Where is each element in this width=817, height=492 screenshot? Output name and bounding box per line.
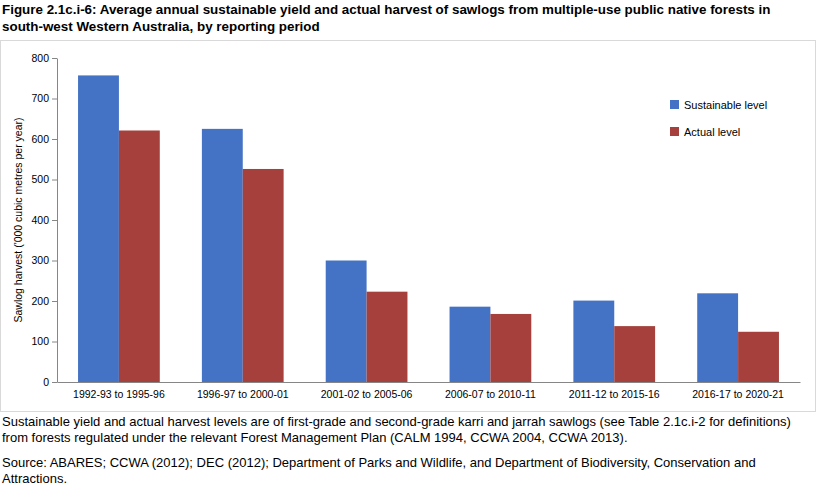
bar — [490, 314, 531, 382]
chart-notes: Sustainable yield and actual harvest lev… — [2, 414, 814, 446]
x-tick: 1992-93 to 1995-96 — [73, 382, 165, 400]
tick-label: 800 — [31, 52, 49, 64]
y-axis-title: Sawlog harvest ('000 cubic metres per ye… — [12, 117, 24, 322]
bars — [78, 75, 779, 382]
tick-label: 100 — [31, 335, 49, 347]
axis-line — [58, 382, 801, 383]
bar — [697, 293, 738, 382]
y-tick: 600 — [31, 133, 57, 145]
y-tick: 400 — [31, 214, 57, 226]
legend: Sustainable level Actual level — [670, 99, 767, 138]
chart-source: Source: ABARES; CCWA (2012); DEC (2012);… — [2, 455, 814, 487]
legend-swatch — [670, 100, 679, 109]
tick-label: 500 — [31, 173, 49, 185]
chart-frame — [1, 41, 816, 412]
legend-label: Sustainable level — [684, 99, 767, 111]
tick-mark — [52, 180, 57, 181]
tick-label: 400 — [31, 214, 49, 226]
y-tick: 700 — [31, 92, 57, 104]
chart-title: Figure 2.1c.i-6: Average annual sustaina… — [2, 1, 814, 35]
x-tick: 1996-97 to 2000-01 — [197, 382, 289, 400]
tick-mark — [52, 139, 57, 140]
bar — [614, 326, 655, 382]
bar — [367, 292, 408, 382]
tick-mark — [52, 342, 57, 343]
tick-mark — [52, 301, 57, 302]
bar — [450, 307, 491, 382]
tick-mark — [52, 220, 57, 221]
x-axis: 1992-93 to 1995-96 1996-97 to 2000-01 2001… — [58, 382, 801, 400]
legend-label: Actual level — [684, 126, 740, 138]
y-tick: 300 — [31, 254, 57, 266]
tick-label: 2016-17 to 2020-21 — [692, 388, 784, 400]
bar — [326, 261, 367, 383]
tick-label: 2011-12 to 2015-16 — [569, 388, 660, 400]
x-tick: 2016-17 to 2020-21 — [692, 382, 784, 400]
bar — [119, 130, 160, 382]
y-tick: 100 — [31, 335, 57, 347]
tick-mark — [52, 382, 57, 383]
tick-label: 1996-97 to 2000-01 — [197, 388, 289, 400]
bar — [738, 332, 779, 382]
bar — [202, 129, 243, 382]
legend-swatch — [670, 127, 679, 136]
y-axis: 0 100 200 300 400 500 600 700 800 — [31, 52, 57, 388]
tick-label: 0 — [43, 376, 49, 388]
bar — [78, 75, 119, 382]
x-tick: 2001-02 to 2005-06 — [321, 382, 413, 400]
tick-mark — [52, 99, 57, 100]
tick-label: 200 — [31, 295, 49, 307]
bar — [243, 169, 284, 382]
tick-label: 1992-93 to 1995-96 — [73, 388, 165, 400]
axis-line — [57, 59, 58, 383]
y-tick: 800 — [31, 52, 57, 64]
y-tick: 200 — [31, 295, 57, 307]
tick-label: 2006-07 to 2010-11 — [445, 388, 536, 400]
tick-mark — [52, 58, 57, 59]
bar — [573, 301, 614, 382]
tick-label: 700 — [31, 92, 49, 104]
tick-mark — [52, 261, 57, 262]
y-tick: 500 — [31, 173, 57, 185]
tick-label: 300 — [31, 254, 49, 266]
x-tick: 2006-07 to 2010-11 — [445, 382, 536, 400]
y-tick: 0 — [43, 376, 57, 388]
tick-label: 600 — [31, 133, 49, 145]
x-tick: 2011-12 to 2015-16 — [569, 382, 660, 400]
tick-label: 2001-02 to 2005-06 — [321, 388, 413, 400]
